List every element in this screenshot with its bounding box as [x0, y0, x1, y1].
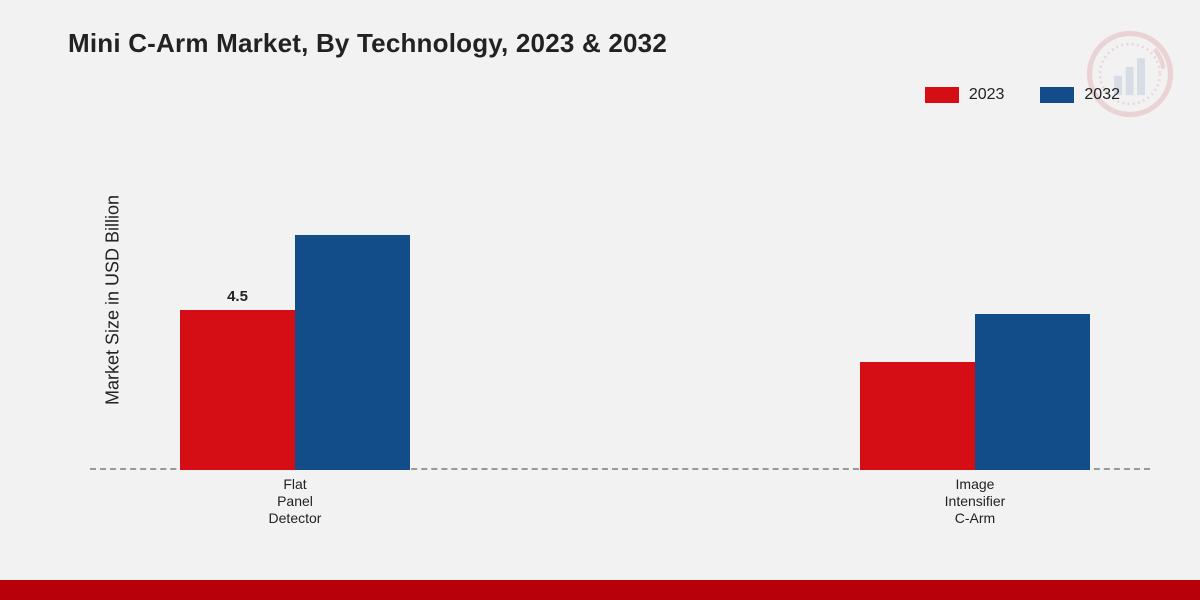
bar-group-flat-panel: 4.5 Flat Panel Detector [180, 235, 410, 470]
bar-value-label: 4.5 [180, 288, 295, 305]
bar-flat-panel-2023: 4.5 [180, 310, 295, 470]
bar-flat-panel-2032 [295, 235, 410, 470]
category-label-image-intensifier: Image Intensifier C-Arm [860, 476, 1090, 526]
legend-label-2032: 2032 [1084, 86, 1120, 104]
legend-label-2023: 2023 [969, 86, 1005, 104]
legend-swatch-2032 [1040, 87, 1074, 103]
bar-image-intensifier-2032 [975, 314, 1090, 470]
legend: 2023 2032 [925, 86, 1120, 104]
plot-area: 4.5 Flat Panel Detector Image Intensifie… [90, 130, 1150, 470]
footer-accent-bar [0, 580, 1200, 600]
legend-item-2023: 2023 [925, 86, 1005, 104]
bar-group-image-intensifier: Image Intensifier C-Arm [860, 314, 1090, 470]
watermark-logo [1086, 30, 1174, 118]
chart-page: Mini C-Arm Market, By Technology, 2023 &… [0, 0, 1200, 600]
legend-item-2032: 2032 [1040, 86, 1120, 104]
category-label-flat-panel: Flat Panel Detector [180, 476, 410, 526]
legend-swatch-2023 [925, 87, 959, 103]
bar-image-intensifier-2023 [860, 362, 975, 470]
chart-title: Mini C-Arm Market, By Technology, 2023 &… [68, 28, 667, 59]
